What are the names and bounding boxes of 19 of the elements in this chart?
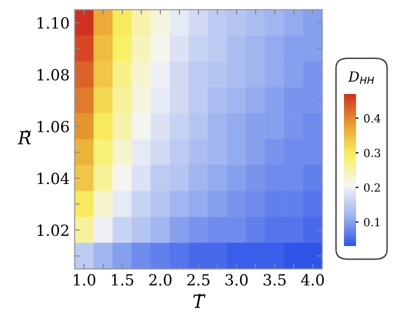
y-tick-label: 1.10 (38, 17, 69, 29)
y-axis-title: R̃ (18, 130, 31, 144)
color-bar-title: D$_{HH}$ (348, 71, 374, 84)
x-tick-label: 1.0 (74, 274, 96, 286)
y-tick-label: 1.06 (38, 120, 69, 132)
y-tick-label: 1.08 (38, 68, 69, 81)
x-tick-label: 3.5 (264, 274, 286, 286)
y-tick-label: 1.02 (38, 224, 68, 236)
color-bar-label: 0.1 (364, 218, 380, 226)
color-bar-label: 0.4 (364, 114, 380, 123)
x-tick-label: 1.5 (112, 274, 134, 286)
y-tick-label: 1.04 (38, 172, 70, 184)
color-bar-label: 0.3 (364, 148, 380, 158)
x-tick-label: 4.0 (301, 274, 324, 286)
x-tick-label: 2.0 (149, 274, 172, 286)
x-axis-title: T̃ (193, 294, 206, 308)
x-tick-label: 2.5 (187, 274, 210, 286)
color-bar-label: 0.2 (364, 183, 380, 192)
x-tick-label: 3.0 (226, 274, 248, 286)
